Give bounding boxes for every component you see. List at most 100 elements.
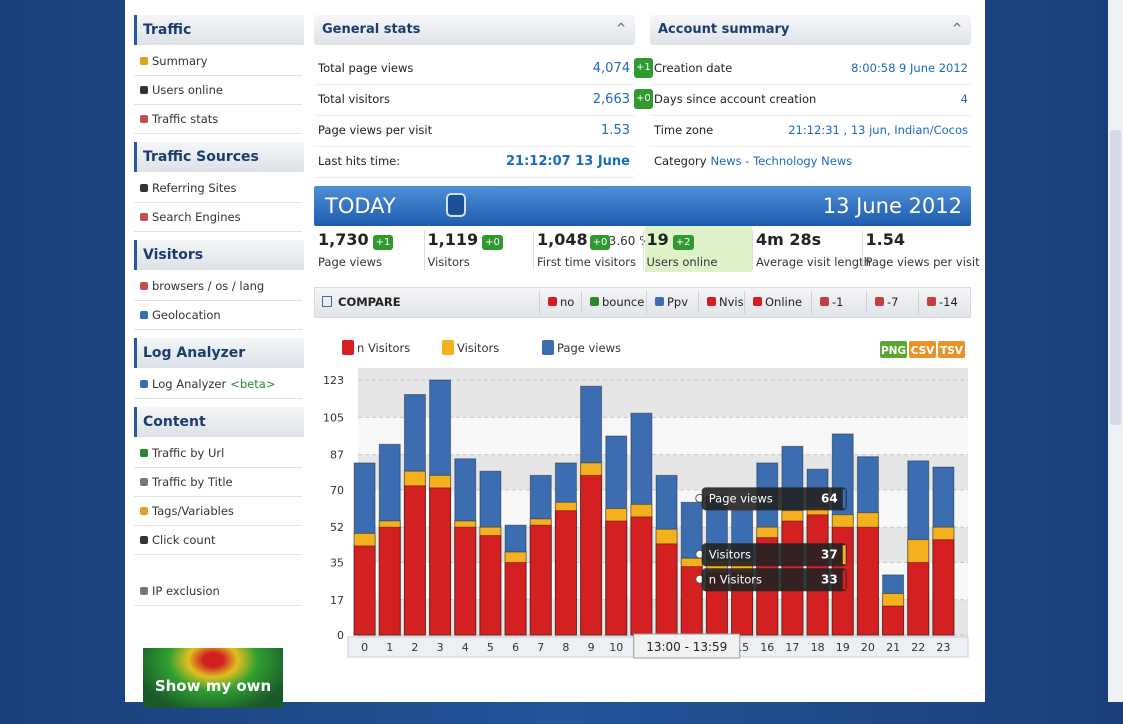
link-label: Log Analyzer bbox=[152, 377, 227, 391]
option-divider bbox=[698, 291, 699, 314]
page: 0 17 35 52 70 87 105 123 n Visitors Visitors Page … bbox=[134, 0, 1123, 708]
link-label: Geolocation bbox=[152, 308, 221, 322]
link-label: Search Engines bbox=[152, 210, 241, 224]
cell-divider bbox=[642, 230, 644, 270]
promo-banner[interactable]: Show my own bbox=[143, 648, 283, 708]
option-divider bbox=[744, 291, 745, 314]
option-label: no bbox=[560, 295, 575, 309]
stat-number: 19 bbox=[646, 230, 669, 249]
stat-caption: First time visitors bbox=[537, 255, 636, 269]
stat-value: 2,663 bbox=[592, 92, 630, 107]
icon bbox=[140, 57, 148, 65]
option-label: bounce bbox=[602, 295, 645, 309]
compare-option[interactable]: -1 bbox=[820, 287, 843, 318]
sidebar-link[interactable]: Search Engines bbox=[134, 203, 302, 232]
compare-option[interactable]: -7 bbox=[875, 287, 898, 318]
cell-divider bbox=[861, 230, 863, 270]
option-icon bbox=[875, 297, 884, 306]
sidebar-link[interactable]: IP exclusion bbox=[134, 577, 302, 606]
option-divider bbox=[539, 291, 540, 314]
account-value: 21:12:31 , 13 jun, Indian/Cocos bbox=[788, 123, 968, 137]
sidebar-link[interactable]: Click count bbox=[134, 526, 302, 555]
sidebar-link[interactable]: Traffic by Url bbox=[134, 439, 302, 468]
sidebar-link[interactable]: Geolocation bbox=[134, 301, 302, 330]
sidebar-link[interactable]: Log Analyzer <beta> bbox=[134, 370, 302, 399]
stat-number: 4m 28s bbox=[756, 230, 822, 249]
option-icon bbox=[927, 297, 936, 306]
icon bbox=[140, 115, 148, 123]
stat-value: 1.53 bbox=[601, 123, 630, 138]
compare-option[interactable]: no bbox=[548, 287, 574, 318]
icon bbox=[140, 507, 148, 515]
panel-header: General stats bbox=[314, 15, 635, 45]
today-date: 13 June 2012 bbox=[822, 194, 962, 218]
icon bbox=[140, 86, 148, 94]
account-row bbox=[650, 84, 971, 116]
account-value: 8:00:58 9 June 2012 bbox=[851, 61, 968, 75]
sidebar-link[interactable]: Summary bbox=[134, 47, 302, 76]
link-label: Traffic by Url bbox=[152, 446, 225, 460]
compare-option[interactable]: -14 bbox=[927, 287, 958, 318]
account-label: Time zone bbox=[654, 123, 714, 137]
delta-badge: +0 bbox=[482, 235, 503, 250]
stat-label: Total visitors bbox=[318, 92, 390, 106]
option-label: -7 bbox=[887, 295, 899, 309]
compare-bar bbox=[314, 287, 971, 318]
icon bbox=[140, 184, 148, 192]
option-icon bbox=[707, 297, 716, 306]
option-label: -14 bbox=[939, 295, 958, 309]
stat-caption: Average visit length bbox=[756, 255, 871, 269]
stat-caption: Page views per visit bbox=[865, 255, 980, 269]
today-stat: 19 +2 bbox=[646, 230, 694, 250]
option-label: Online bbox=[765, 295, 803, 309]
stat-extra: (63.60 %) bbox=[596, 234, 656, 248]
icon bbox=[140, 587, 148, 595]
panel-header: Account summary bbox=[650, 15, 971, 45]
pause-button[interactable] bbox=[446, 193, 466, 217]
compare-option[interactable]: Online bbox=[753, 287, 802, 318]
option-divider bbox=[646, 291, 647, 314]
icon bbox=[140, 213, 148, 221]
icon bbox=[140, 311, 148, 319]
account-value: 4 bbox=[960, 92, 968, 106]
icon bbox=[140, 282, 148, 290]
section-header: Traffic Sources bbox=[134, 142, 304, 172]
category-row: Category News - Technology News bbox=[654, 146, 852, 177]
sidebar-link[interactable]: Traffic by Title bbox=[134, 468, 302, 497]
section-header: Log Analyzer bbox=[134, 338, 304, 368]
today-stat: 4m 28s bbox=[756, 230, 821, 249]
stat-row bbox=[314, 53, 635, 85]
live-highlight bbox=[644, 226, 752, 272]
link-label: Tags/Variables bbox=[152, 504, 234, 518]
option-label: Nvis bbox=[719, 295, 744, 309]
stat-value: 21:12:07 13 June bbox=[506, 154, 630, 169]
sidebar-link[interactable]: Traffic stats bbox=[134, 105, 302, 134]
compare-option[interactable]: Ppv bbox=[655, 287, 688, 318]
icon bbox=[140, 478, 148, 486]
stat-caption: Page views bbox=[318, 255, 382, 269]
stat-caption: Visitors bbox=[427, 255, 470, 269]
section-header: Content bbox=[134, 407, 304, 437]
option-label: Ppv bbox=[667, 295, 689, 309]
today-stat: 1,119 +0 bbox=[428, 230, 503, 250]
account-row bbox=[650, 115, 971, 147]
sidebar-link[interactable]: Users online bbox=[134, 76, 302, 105]
delta-badge: +0 bbox=[589, 235, 611, 250]
delta-badge: +2 bbox=[672, 235, 694, 250]
stat-row bbox=[314, 84, 635, 116]
compare-option[interactable]: bounce bbox=[590, 287, 644, 318]
option-divider bbox=[918, 291, 919, 314]
link-label: Users online bbox=[152, 83, 223, 97]
sidebar-link[interactable]: Tags/Variables bbox=[134, 497, 302, 526]
stat-row bbox=[314, 146, 635, 178]
sidebar-link[interactable]: Referring Sites bbox=[134, 174, 302, 203]
compare-option[interactable]: Nvis bbox=[707, 287, 744, 318]
option-icon bbox=[548, 297, 557, 306]
collapse-icon: ^ bbox=[952, 21, 963, 35]
section-header: Traffic bbox=[134, 15, 304, 45]
option-icon bbox=[753, 297, 762, 306]
scroll-thumb[interactable] bbox=[1110, 130, 1121, 425]
collapse-icon: ^ bbox=[616, 21, 627, 35]
sidebar-link[interactable]: browsers / os / lang bbox=[134, 272, 302, 301]
icon bbox=[140, 380, 148, 388]
